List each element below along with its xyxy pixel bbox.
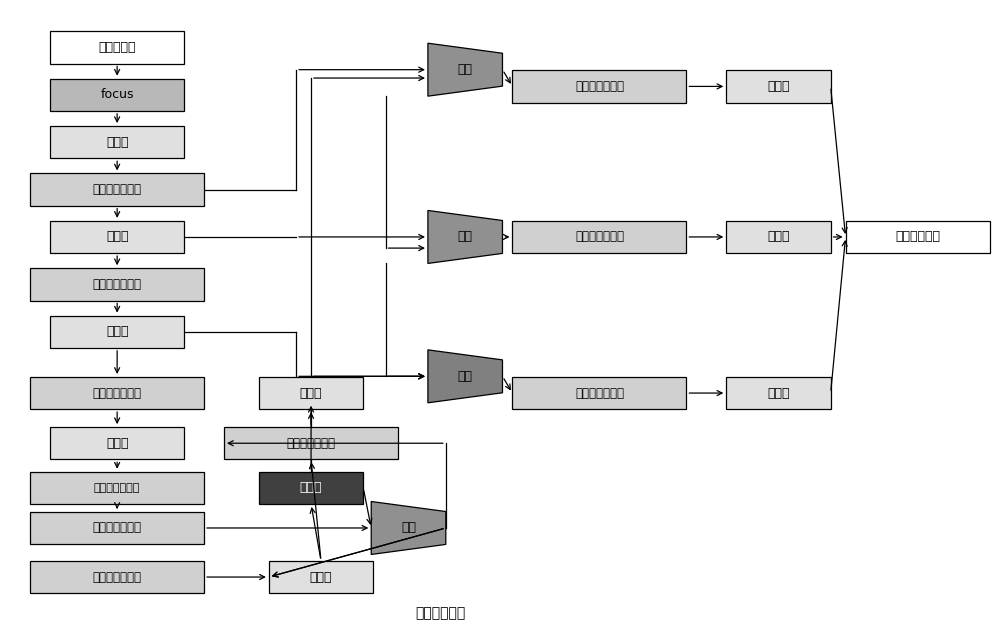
Text: 卷积层: 卷积层 bbox=[310, 571, 332, 583]
Text: 卷积层: 卷积层 bbox=[106, 325, 128, 338]
FancyBboxPatch shape bbox=[269, 561, 373, 593]
FancyBboxPatch shape bbox=[30, 512, 204, 544]
FancyBboxPatch shape bbox=[726, 220, 831, 253]
Text: 跨阶段局部网络: 跨阶段局部网络 bbox=[575, 80, 624, 93]
Polygon shape bbox=[428, 210, 502, 263]
Text: 卷积层: 卷积层 bbox=[767, 80, 790, 93]
FancyBboxPatch shape bbox=[30, 561, 204, 593]
Text: focus: focus bbox=[100, 88, 134, 101]
FancyBboxPatch shape bbox=[30, 377, 204, 410]
Text: 连接: 连接 bbox=[458, 63, 473, 76]
Polygon shape bbox=[428, 43, 502, 96]
Text: 第一主干网络: 第一主干网络 bbox=[415, 606, 465, 621]
Text: 卷积层: 卷积层 bbox=[767, 231, 790, 243]
Text: 卷积层: 卷积层 bbox=[106, 437, 128, 450]
Text: 第一预测模块: 第一预测模块 bbox=[895, 231, 940, 243]
FancyBboxPatch shape bbox=[30, 472, 204, 504]
Polygon shape bbox=[371, 501, 446, 554]
FancyBboxPatch shape bbox=[50, 427, 184, 459]
Text: 卷积层: 卷积层 bbox=[300, 387, 322, 399]
Text: 跨阶段局部网络: 跨阶段局部网络 bbox=[93, 278, 142, 291]
Text: 卷积层: 卷积层 bbox=[767, 387, 790, 399]
Polygon shape bbox=[428, 350, 502, 403]
FancyBboxPatch shape bbox=[512, 220, 686, 253]
Text: 卷积层: 卷积层 bbox=[106, 231, 128, 243]
FancyBboxPatch shape bbox=[512, 377, 686, 410]
Text: 跨阶段局部网络: 跨阶段局部网络 bbox=[93, 522, 142, 534]
Text: 跨阶段局部网络: 跨阶段局部网络 bbox=[287, 437, 336, 450]
Text: 跨阶段局部网络: 跨阶段局部网络 bbox=[93, 387, 142, 399]
Text: 空间金字塔池化: 空间金字塔池化 bbox=[94, 483, 140, 493]
FancyBboxPatch shape bbox=[30, 268, 204, 301]
Text: 连接: 连接 bbox=[458, 370, 473, 383]
FancyBboxPatch shape bbox=[726, 70, 831, 103]
FancyBboxPatch shape bbox=[50, 32, 184, 64]
FancyBboxPatch shape bbox=[50, 126, 184, 158]
Text: 第一输入端: 第一输入端 bbox=[98, 41, 136, 54]
Text: 跨阶段局部网络: 跨阶段局部网络 bbox=[575, 387, 624, 399]
Text: 连接: 连接 bbox=[401, 522, 416, 534]
Text: 连接: 连接 bbox=[458, 231, 473, 243]
Text: 跨阶段局部网络: 跨阶段局部网络 bbox=[93, 571, 142, 583]
FancyBboxPatch shape bbox=[726, 377, 831, 410]
FancyBboxPatch shape bbox=[259, 377, 363, 410]
FancyBboxPatch shape bbox=[259, 472, 363, 504]
Text: 跨阶段局部网络: 跨阶段局部网络 bbox=[575, 231, 624, 243]
FancyBboxPatch shape bbox=[512, 70, 686, 103]
FancyBboxPatch shape bbox=[50, 316, 184, 348]
FancyBboxPatch shape bbox=[50, 220, 184, 253]
Text: 卷积层: 卷积层 bbox=[106, 135, 128, 149]
Text: 跨阶段局部网络: 跨阶段局部网络 bbox=[93, 183, 142, 196]
FancyBboxPatch shape bbox=[846, 220, 990, 253]
Text: 上采样: 上采样 bbox=[300, 481, 322, 495]
FancyBboxPatch shape bbox=[224, 427, 398, 459]
FancyBboxPatch shape bbox=[30, 173, 204, 206]
FancyBboxPatch shape bbox=[50, 79, 184, 111]
